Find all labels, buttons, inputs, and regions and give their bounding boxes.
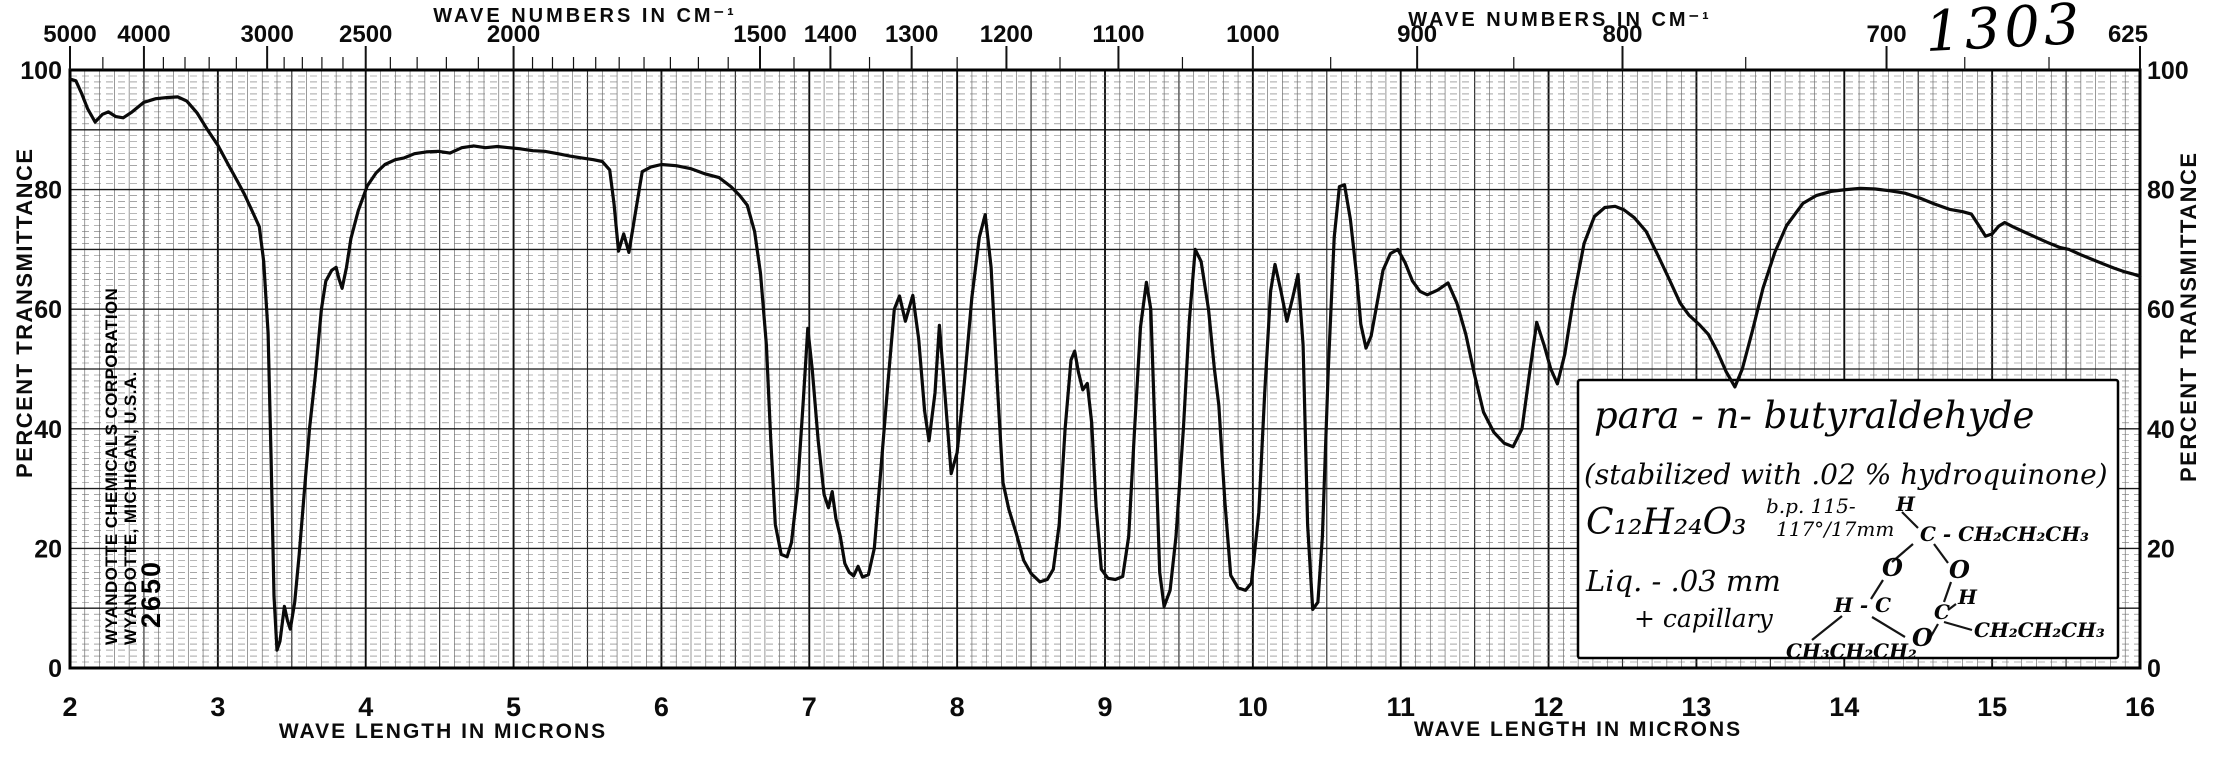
micron-label: 10 — [1238, 692, 1268, 722]
wavenumber-axis: 5000 4000 3000 2500 2000 1500 1400 1300 1200 1100… — [43, 21, 2148, 70]
transmittance-label-left: 40 — [34, 416, 62, 444]
structure-atom: H - C — [1833, 593, 1891, 617]
wavenumber-label: 2000 — [487, 21, 540, 48]
wave-length-title-left: WAVE LENGTH IN MICRONS — [278, 720, 608, 743]
transmittance-label-left: 100 — [20, 57, 62, 85]
spectrum-curve — [68, 77, 2142, 652]
micron-label: 13 — [1681, 692, 1711, 722]
annotation-box — [1576, 378, 2120, 660]
wavenumber-label: 800 — [1602, 21, 1642, 48]
wavenumber-label: 1100 — [1092, 21, 1144, 48]
wavenumber-label: 5000 — [43, 21, 96, 48]
wavenumber-label: 1500 — [733, 21, 786, 48]
transmittance-label-right: 40 — [2147, 416, 2175, 444]
micron-label: 15 — [1977, 692, 2007, 722]
micron-label: 16 — [2125, 692, 2155, 722]
micron-label: 9 — [1097, 692, 1112, 722]
stabilizer-note: (stabilized with .02 % hydroquinone) — [1584, 458, 2108, 491]
micron-label: 7 — [802, 692, 817, 722]
transmittance-label-right: 60 — [2147, 296, 2175, 324]
molecular-formula: C₁₂H₂₄O₃ — [1586, 502, 1747, 543]
wavenumber-label: 2500 — [339, 21, 392, 48]
boiling-point-line1: b.p. 115- — [1766, 494, 1856, 518]
structure-atom: O — [1949, 555, 1970, 584]
micron-label: 8 — [950, 692, 965, 722]
micron-label: 4 — [358, 692, 373, 722]
structure-atom: C — [1934, 600, 1950, 624]
wavenumber-label: 900 — [1397, 21, 1437, 48]
wavenumber-label: 625 — [2108, 21, 2148, 48]
transmittance-label-right: 0 — [2147, 655, 2161, 683]
wavenumber-label: 700 — [1867, 21, 1907, 48]
wavenumber-label: 1200 — [980, 21, 1033, 48]
structure-atom: C - CH₂CH₂CH₃ — [1920, 522, 2089, 546]
micron-label: 2 — [62, 692, 77, 722]
micron-label: 11 — [1386, 692, 1415, 722]
wave-length-title-right: WAVE LENGTH IN MICRONS — [1413, 718, 1743, 741]
transmittance-label-left: 80 — [34, 177, 62, 205]
boiling-point-line2: 117°/17mm — [1776, 517, 1895, 541]
company-stamp: WYANDOTTE CHEMICALS CORPORATION WYANDOTT… — [102, 288, 140, 645]
cell-note: + capillary — [1634, 604, 1773, 633]
y-axis-title-left: PERCENT TRANSMITTANCE — [12, 147, 37, 478]
structure-atom: CH₃CH₂CH₂ — [1786, 639, 1917, 663]
wavenumber-label: 1000 — [1226, 21, 1279, 48]
transmittance-label-right: 100 — [2147, 57, 2189, 85]
y-axis-title-right: PERCENT TRANSMITTANCE — [2176, 151, 2201, 482]
structure-atom: H — [1895, 492, 1916, 516]
company-stamp-line1: WYANDOTTE CHEMICALS CORPORATION — [102, 287, 121, 645]
micron-label: 14 — [1829, 692, 1859, 722]
wave-numbers-title-right: WAVE NUMBERS IN CM⁻¹ — [1408, 9, 1712, 31]
wavenumber-label: 3000 — [240, 21, 293, 48]
wavenumber-label: 1300 — [885, 21, 938, 48]
micron-label: 5 — [506, 692, 521, 722]
wavenumber-label: 4000 — [117, 21, 170, 48]
micron-label: 6 — [654, 692, 669, 722]
company-stamp-number: 2650 — [136, 559, 166, 628]
transmittance-label-left: 0 — [48, 655, 62, 683]
transmittance-label-left: 60 — [34, 296, 62, 324]
sample-phase: Liq. - .03 mm — [1586, 564, 1781, 598]
transmittance-label-right: 80 — [2147, 177, 2175, 205]
micron-label: 12 — [1534, 692, 1564, 722]
transmittance-label-left: 20 — [34, 535, 62, 563]
plot-border — [68, 68, 2142, 670]
spectrum-number: 1303 — [1923, 0, 2086, 66]
structure-atom: CH₂CH₂CH₃ — [1974, 618, 2105, 642]
transmittance-label-right: 20 — [2147, 535, 2175, 563]
compound-name: para - n- butyraldehyde — [1594, 394, 2035, 437]
micron-axis: 2 3 4 5 6 7 8 9 10 11 12 13 14 15 16 — [62, 692, 2155, 722]
wavenumber-label: 1400 — [804, 21, 857, 48]
structure-atom: O — [1912, 623, 1933, 652]
wave-numbers-title-left: WAVE NUMBERS IN CM⁻¹ — [433, 5, 737, 27]
structure-atom: H — [1957, 585, 1978, 609]
structure-atom: O — [1882, 553, 1903, 582]
micron-label: 3 — [210, 692, 225, 722]
